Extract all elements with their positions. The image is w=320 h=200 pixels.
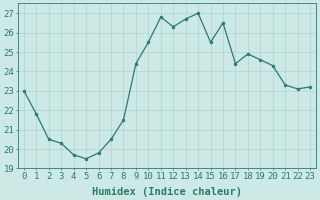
X-axis label: Humidex (Indice chaleur): Humidex (Indice chaleur) (92, 186, 242, 197)
